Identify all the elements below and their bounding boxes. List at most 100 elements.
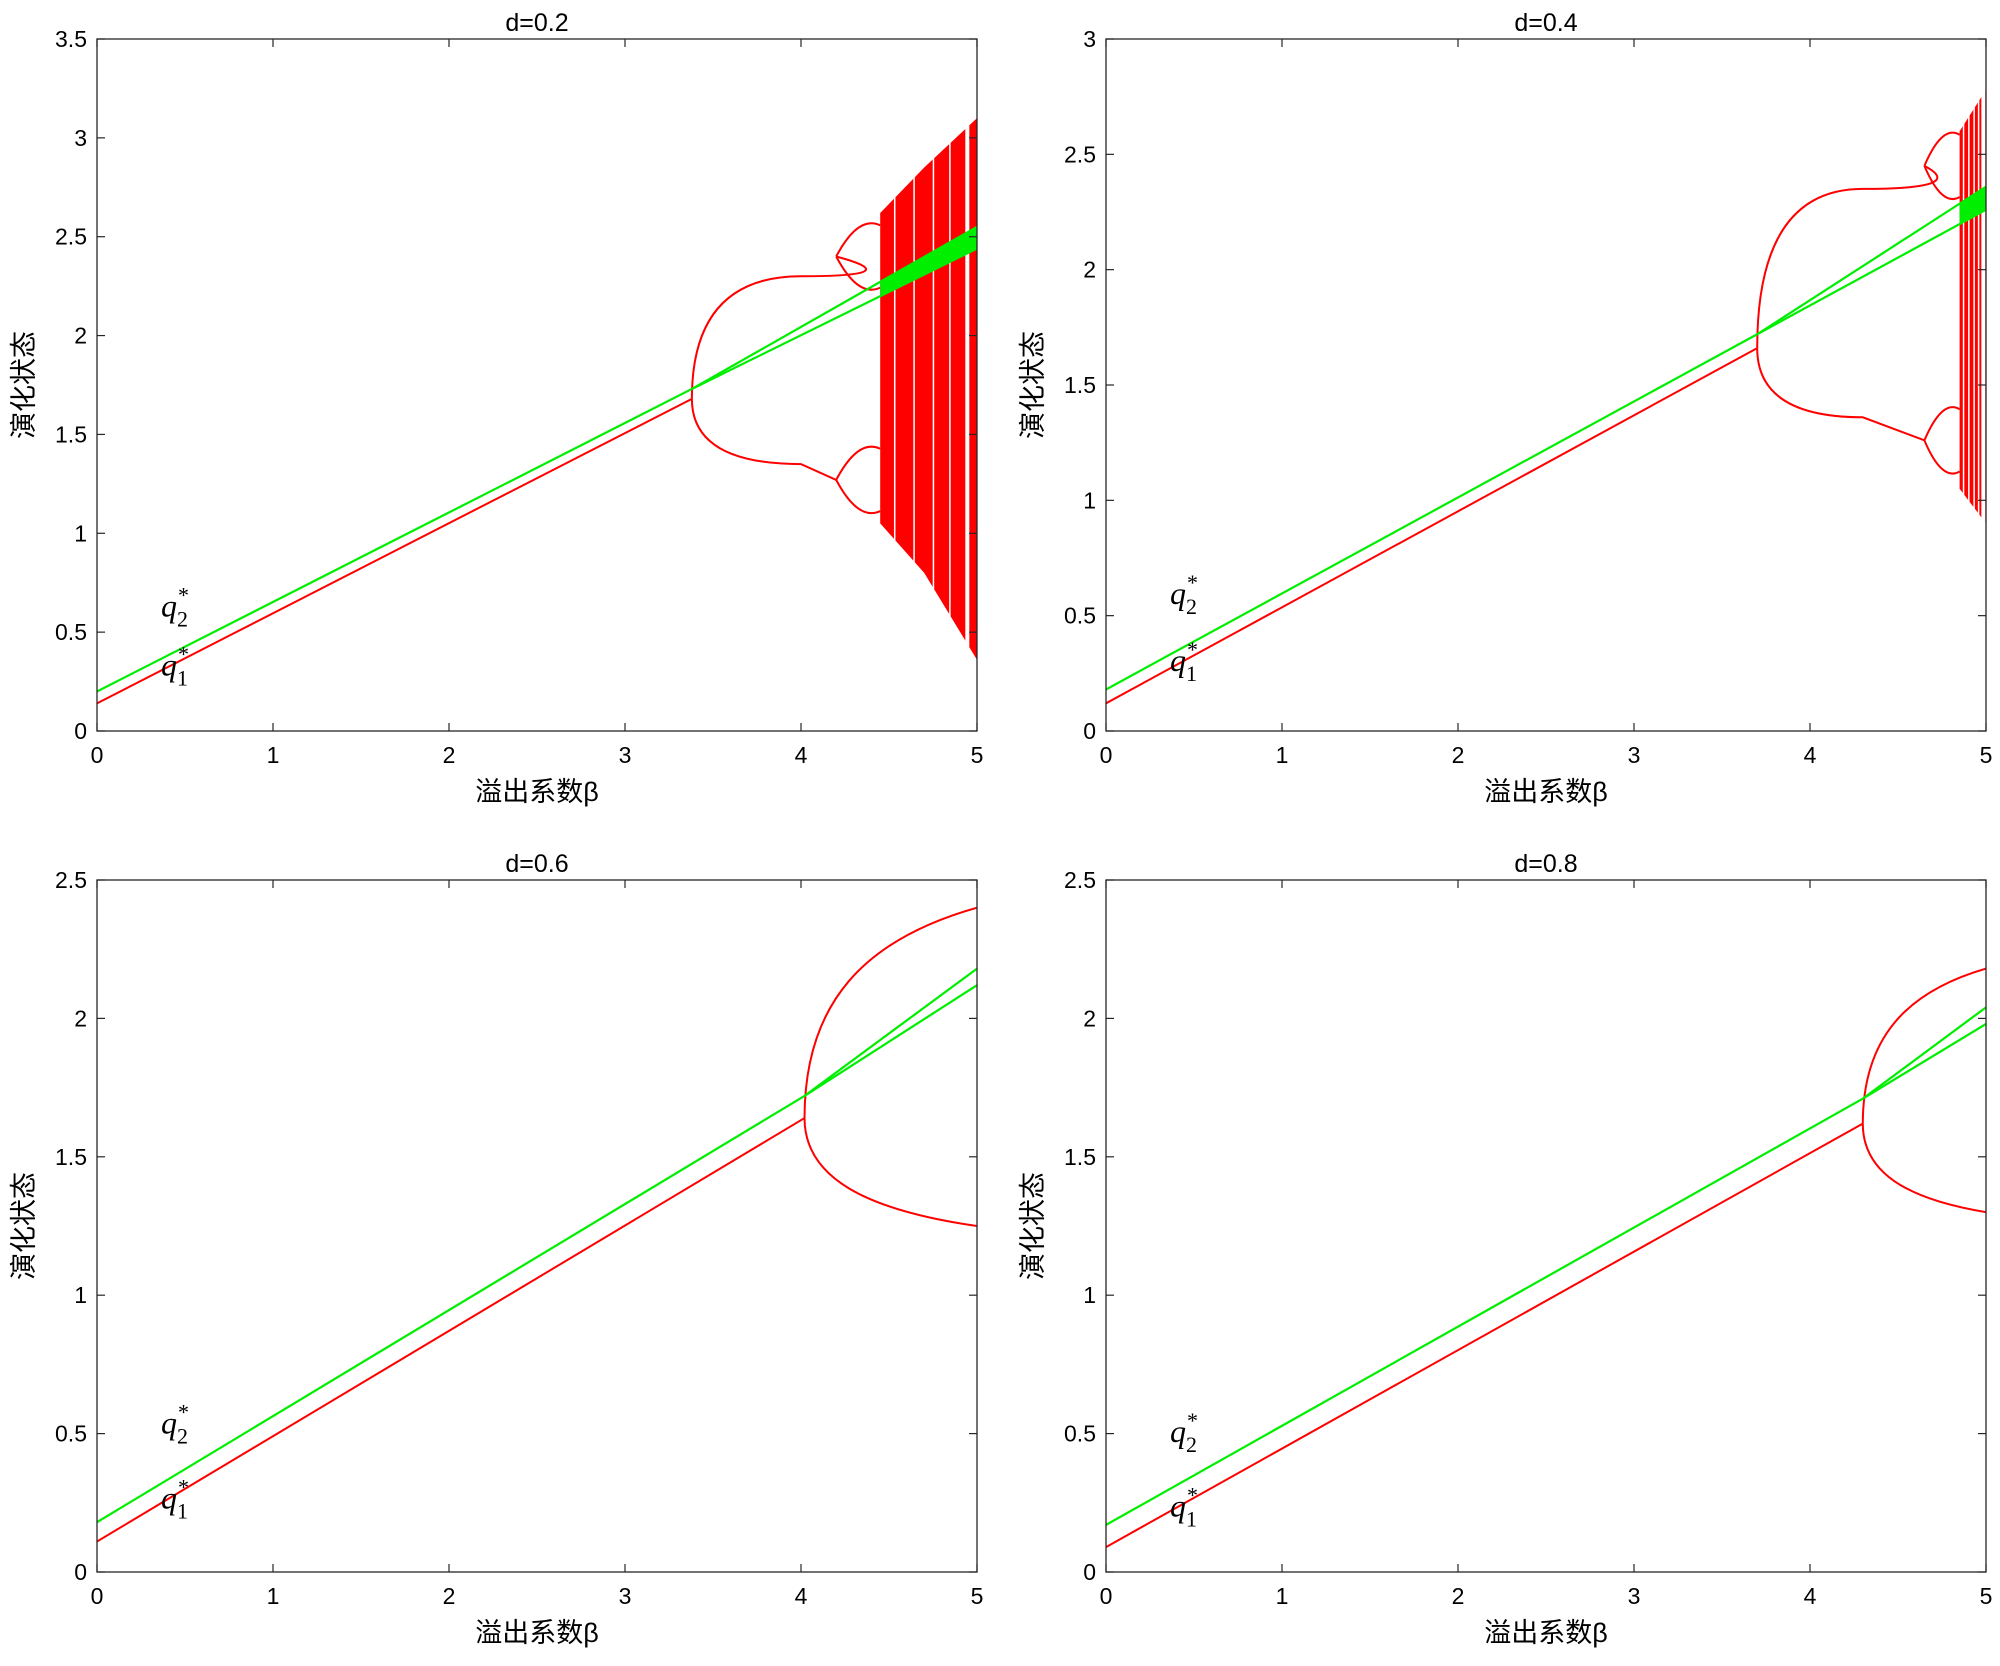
x-tick-label: 4 [1804, 1583, 1817, 1609]
y-tick-label: 3.5 [55, 26, 87, 52]
q1-lower-branch [803, 1118, 977, 1227]
series-annotation-q2: q* 2 [161, 582, 189, 631]
period4-branch [835, 445, 881, 515]
q1-lower-branch [1861, 1123, 1986, 1214]
axes-frame [96, 38, 978, 732]
y-tick-label: 0 [74, 718, 87, 744]
q2-split-branch [1862, 1006, 1986, 1100]
y-tick-label: 0.5 [1064, 1421, 1096, 1447]
x-tick-label: 1 [267, 742, 280, 768]
x-tick-label: 3 [619, 1583, 632, 1609]
y-tick-label: 0 [74, 1559, 87, 1585]
y-tick-label: 0.5 [55, 619, 87, 645]
x-tick-label: 2 [443, 1583, 456, 1609]
x-tick-label: 1 [1276, 1583, 1289, 1609]
q1-upper-branch [803, 906, 977, 1119]
x-tick-label: 0 [91, 1583, 104, 1609]
y-tick-label: 2.5 [1064, 867, 1096, 893]
q1-lower-branch [690, 398, 837, 481]
y-tick-label: 1 [1083, 487, 1096, 513]
y-tick-label: 1 [1083, 1282, 1096, 1308]
q1-lower-branch [1756, 348, 1925, 442]
series-annotation-q2: q* 2 [1170, 570, 1198, 619]
q1-upper-branch [1756, 164, 1939, 349]
y-tick-label: 0.5 [1064, 603, 1096, 629]
y-tick-label: 1.5 [55, 421, 87, 447]
x-tick-label: 2 [443, 742, 456, 768]
y-tick-label: 0 [1083, 1559, 1096, 1585]
y-tick-label: 3 [74, 125, 87, 151]
x-tick-label: 1 [1276, 742, 1289, 768]
q1-upper-branch [1861, 967, 1986, 1124]
x-axis-label: 溢出系数β [475, 1618, 599, 1648]
x-tick-label: 0 [91, 742, 104, 768]
subplot-3: 0 1 2 3 4 5 0 0.5 1 1.5 2 2.5 d=0.6 溢出系数β 演化状态 q* 2 q* 1 [9, 850, 983, 1648]
x-axis-label: 溢出系数β [475, 777, 599, 807]
x-tick-label: 4 [795, 1583, 808, 1609]
q1-line [1106, 1122, 1864, 1548]
y-tick-label: 2 [74, 1005, 87, 1031]
q2-line [97, 387, 693, 693]
series-annotation-q1: q* 1 [161, 1474, 189, 1523]
q2-line [97, 1094, 806, 1524]
q2-line [1106, 333, 1758, 691]
axes-frame [1105, 38, 1987, 732]
q1-upper-branch [690, 255, 868, 399]
y-tick-label: 2.5 [55, 867, 87, 893]
x-tick-label: 3 [619, 742, 632, 768]
series-annotation-q1: q* 1 [1170, 1483, 1198, 1532]
y-tick-label: 2.5 [1064, 141, 1096, 167]
subplot-1: 0 1 2 3 4 5 0 0.5 1 1.5 2 2.5 3 3.5 d=0.2 溢出系数β 演化状态 q* 2 q… [9, 9, 983, 807]
y-axis-label: 演化状态 [1018, 331, 1048, 439]
x-axis-label: 溢出系数β [1484, 1618, 1608, 1648]
q2-split-branch [1756, 185, 1986, 336]
y-tick-label: 1 [74, 520, 87, 546]
y-tick-label: 2.5 [55, 224, 87, 250]
q2-split-branch [803, 967, 977, 1097]
x-axis-label: 溢出系数β [1484, 777, 1608, 807]
y-tick-label: 2 [1083, 1005, 1096, 1031]
period4-branch [835, 222, 881, 291]
plot-area [97, 39, 977, 731]
q1-line [1106, 347, 1758, 705]
x-tick-label: 0 [1100, 1583, 1113, 1609]
q1-line [97, 397, 693, 705]
x-tick-label: 5 [1980, 742, 1993, 768]
x-tick-label: 3 [1628, 1583, 1641, 1609]
x-tick-label: 1 [267, 1583, 280, 1609]
axes-frame [96, 879, 978, 1573]
series-annotation-q2: q* 2 [1170, 1408, 1198, 1457]
y-axis-label: 演化状态 [9, 331, 39, 439]
y-tick-label: 1.5 [1064, 1144, 1096, 1170]
q2-band [880, 226, 977, 297]
y-tick-label: 1.5 [55, 1144, 87, 1170]
q2-split-branch [691, 225, 977, 390]
y-tick-label: 0 [1083, 718, 1096, 744]
period4-branch [1923, 406, 1961, 475]
y-tick-label: 1.5 [1064, 372, 1096, 398]
y-tick-label: 2 [74, 323, 87, 349]
q2-band [1959, 186, 1986, 225]
plot-area [1106, 967, 1986, 1548]
y-tick-label: 3 [1083, 26, 1096, 52]
y-tick-label: 1 [74, 1282, 87, 1308]
x-tick-label: 2 [1452, 1583, 1465, 1609]
series-annotation-q1: q* 1 [161, 642, 189, 691]
q2-split-branch [1756, 208, 1986, 336]
y-tick-label: 0.5 [55, 1421, 87, 1447]
subplot-title: d=0.2 [505, 9, 568, 37]
axes-frame [1105, 879, 1987, 1573]
subplot-2: 0 1 2 3 4 5 0 0.5 1 1.5 2 2.5 3 d=0.4 溢出系数β 演化状态 q* 2 q* 1 [1018, 9, 1992, 807]
subplot-title: d=0.4 [1514, 9, 1577, 37]
y-axis-label: 演化状态 [9, 1172, 39, 1280]
plot-area [1106, 39, 1986, 731]
x-tick-label: 3 [1628, 742, 1641, 768]
subplot-title: d=0.8 [1514, 850, 1577, 878]
series-annotation-q2: q* 2 [161, 1400, 189, 1449]
q2-split-branch [803, 984, 977, 1097]
series-annotation-q1: q* 1 [1170, 637, 1198, 686]
q2-line [1106, 1097, 1864, 1526]
subplot-title: d=0.6 [505, 850, 568, 878]
subplot-4: 0 1 2 3 4 5 0 0.5 1 1.5 2 2.5 d=0.8 溢出系数β 演化状态 q* 2 q* 1 [1018, 850, 1992, 1648]
